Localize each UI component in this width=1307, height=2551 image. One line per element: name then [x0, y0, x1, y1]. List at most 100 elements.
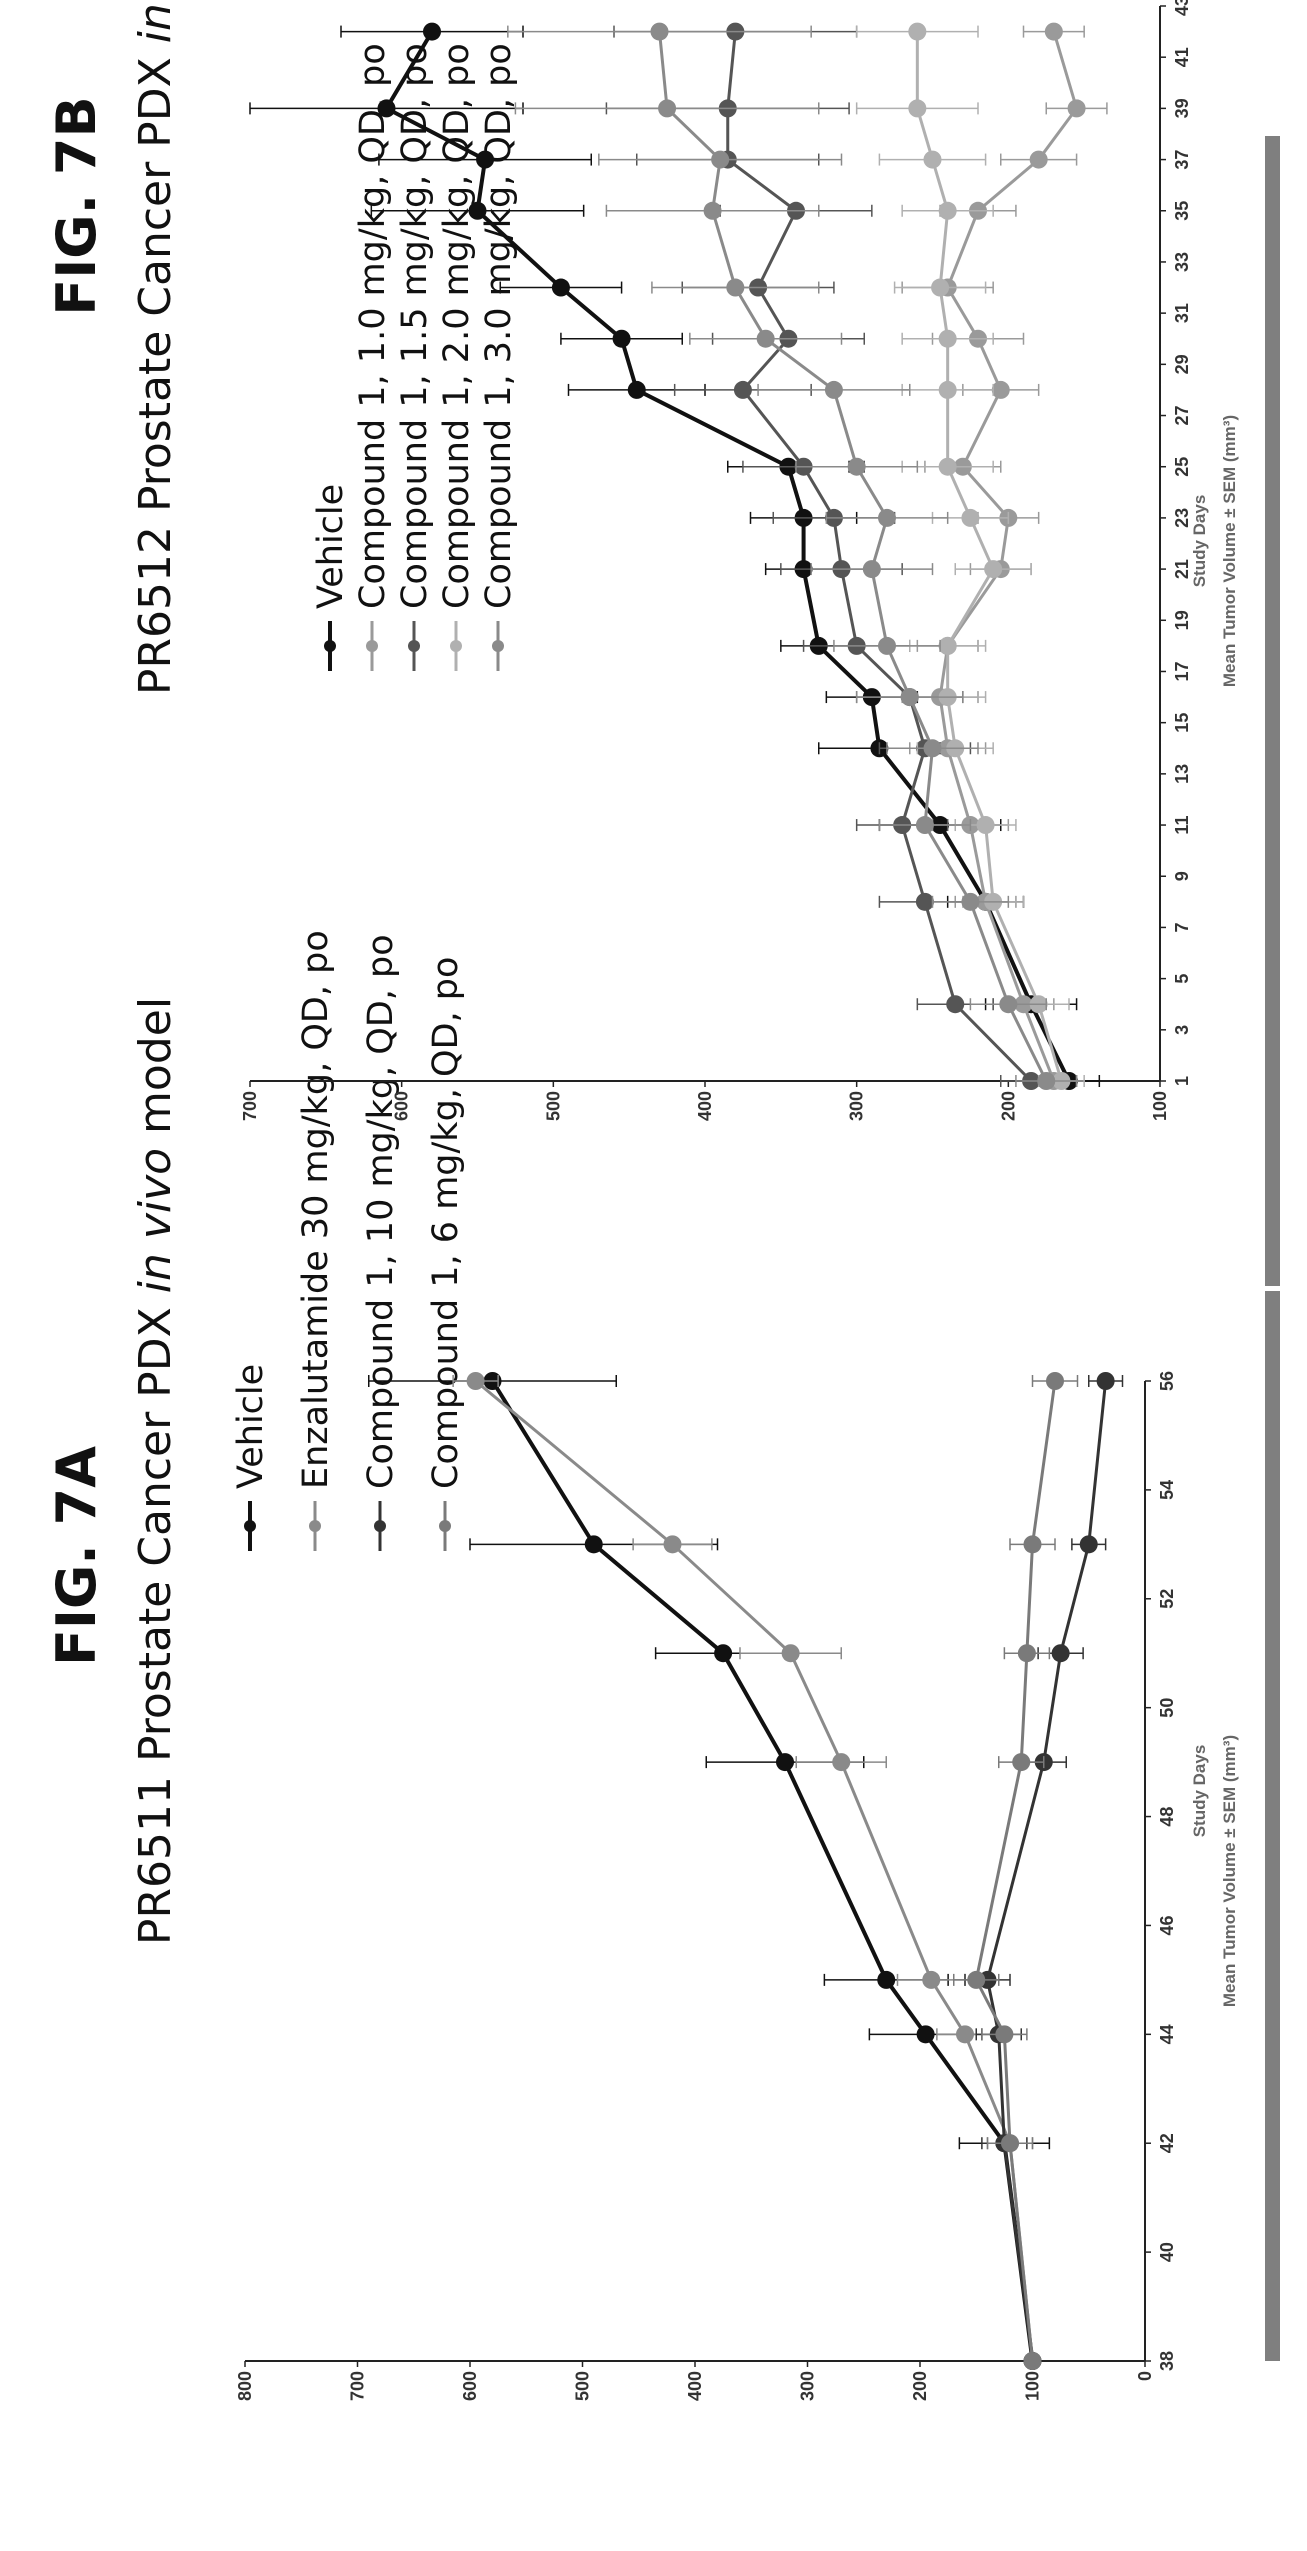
figure-7b-x-tick-label: 25: [1172, 457, 1192, 477]
figure-7a-y-tick-label: 300: [798, 2371, 818, 2401]
figure-7b-label: FIG. 7B: [45, 96, 108, 315]
figure-7b-x-tick-label: 33: [1172, 252, 1192, 272]
figure-7b-y-tick-label: 700: [240, 1091, 260, 1121]
figure-7b-data-point: [938, 636, 957, 655]
figure-7b-x-tick-label: 41: [1172, 47, 1192, 67]
figure-7b: FIG. 7B PR6512 Prostate Cancer PDX in vi…: [45, 0, 1280, 1286]
figure-7b-series-c15: [605, 22, 1063, 1090]
figure-7b-data-point: [908, 22, 927, 41]
figure-7b-y-tick-label: 100: [1150, 1091, 1170, 1121]
figure-7a: FIG. 7A PR6511 Prostate Cancer PDX in vi…: [45, 930, 1280, 2401]
figure-7a-data-point: [781, 1644, 800, 1663]
figure-7a-legend-label: Enzalutamide 30 mg/kg, QD, po: [296, 930, 336, 1489]
figure-7a-x-tick-label: 40: [1157, 2242, 1177, 2262]
figure-7b-data-point: [915, 816, 934, 835]
figure-7a-series-vehicle: [368, 1372, 1051, 2370]
figure-7b-x-tick-label: 27: [1172, 406, 1192, 426]
figure-7b-y-tick-label: 300: [847, 1091, 867, 1121]
figure-7b-data-point: [984, 560, 1003, 579]
figure-7b-x-tick-label: 17: [1172, 661, 1192, 681]
figure-7b-data-point: [908, 99, 927, 118]
figure-7b-bottom-bar: [1265, 136, 1280, 1286]
figure-7a-data-point: [1001, 2134, 1019, 2153]
figure-7a-series-enzalutamide: [452, 1372, 1042, 2370]
figure-7b-legend-marker: [450, 640, 462, 652]
figure-7b-data-point: [476, 150, 495, 169]
figure-7b-data-point: [711, 150, 730, 169]
figure-7b-x-tick-label: 21: [1172, 559, 1192, 579]
figure-7a-legend-marker: [244, 1520, 256, 1532]
figure-7b-data-point: [915, 892, 934, 911]
figure-7b-series-c20: [855, 22, 1085, 1090]
figure-7b-x-tick-label: 35: [1172, 201, 1192, 221]
figure-7b-x-tick-label: 39: [1172, 98, 1192, 118]
figure-7b-data-point: [650, 22, 669, 41]
figure-7a-data-point: [1012, 1753, 1031, 1772]
figure-7b-x-tick-label: 37: [1172, 150, 1192, 170]
figure-7b-data-point: [658, 99, 677, 118]
figure-7a-plot: 38 40 42 44 46 48 50 52 54 56 0 100 200 300 400 500 600 7…: [235, 1371, 1177, 2401]
figure-7b-series-c30: [507, 22, 1078, 1090]
figure-7a-x-tick-label: 54: [1157, 1480, 1177, 1500]
figure-7b-data-point: [961, 508, 980, 527]
figure-7b-legend-label: Compound 1, 3.0 mg/kg, QD, po: [479, 43, 519, 609]
figure-7b-data-point: [900, 688, 919, 707]
figure-7a-data-point: [1023, 2352, 1042, 2370]
figure-7b-x-tick-label: 31: [1172, 303, 1192, 323]
figure-7a-data-point: [776, 1753, 794, 1772]
figure-7b-data-point: [847, 457, 866, 476]
figure-7b-data-point: [468, 201, 487, 220]
figure-7b-data-point: [1037, 1072, 1056, 1090]
figure-7b-series-line: [726, 31, 1033, 1083]
figure-7a-legend-marker: [374, 1520, 386, 1532]
figure-7b-legend-label: Compound 1, 1.0 mg/kg, QD, po: [353, 43, 393, 609]
figure-7b-legend-marker: [324, 640, 336, 652]
figure-7b-x-tick-label: 19: [1172, 610, 1192, 630]
figure-7a-series-line: [985, 1380, 1108, 2362]
figure-7b-x-tick-label: 5: [1172, 974, 1192, 984]
figure-7b-legend-label: Vehicle: [311, 484, 351, 609]
figure-7b-x-axis-label: Study Days: [1190, 495, 1209, 588]
figure-7b-data-point: [999, 995, 1018, 1014]
figure-7a-series-line: [490, 1379, 1035, 2362]
figure-7b-data-point: [946, 995, 965, 1014]
figure-7a-data-point: [832, 1753, 851, 1772]
figure-7b-y-tick-label: 500: [543, 1091, 563, 1121]
figure-7a-data-point: [1017, 1644, 1036, 1663]
figure-7b-data-point: [551, 278, 570, 297]
figure-7a-x-tick-label: 52: [1157, 1589, 1177, 1609]
figure-7b-y-tick-label: 400: [695, 1091, 715, 1121]
figure-7a-legend-marker: [439, 1520, 451, 1532]
figure-7a-y-axis-label: Mean Tumor Volume ± SEM (mm³): [1220, 1735, 1239, 2007]
figure-7a-y-tick-label: 700: [348, 2371, 368, 2401]
figure-7b-data-point: [923, 739, 942, 758]
figure-7b-data-point: [878, 508, 896, 527]
figure-7a-data-point: [663, 1535, 682, 1554]
figure-7b-data-point: [1044, 22, 1063, 41]
figure-7a-data-point: [1079, 1535, 1098, 1554]
figure-7a-title: PR6511 Prostate Cancer PDX in vivo model: [130, 997, 181, 1945]
figure-7b-data-point: [938, 457, 957, 476]
figure-7b-data-point: [961, 892, 980, 911]
figure-7b-data-point: [1029, 150, 1048, 169]
figure-7b-legend: Vehicle Compound 1, 1.0 mg/kg, QD, po Comp…: [311, 43, 519, 671]
figure-7b-x-tick-label: 9: [1172, 871, 1192, 881]
figure-7b-data-point: [938, 380, 957, 399]
figure-7b-x-tick-label: 23: [1172, 508, 1192, 528]
figure-7b-data-point: [612, 329, 631, 348]
figure-7a-y-tick-label: 0: [1135, 2371, 1155, 2381]
figure-7b-plot: 1357911131517192123252729313335373941431…: [240, 0, 1192, 1121]
figure-7a-data-point: [466, 1372, 485, 1390]
figure-7a-series-cmpd10: [964, 1372, 1124, 2370]
figure-7b-data-point: [726, 278, 745, 297]
figure-7b-data-point: [931, 278, 950, 297]
figure-7b-x-tick-label: 1: [1172, 1076, 1192, 1086]
figure-7b-series-line: [938, 31, 1079, 1082]
figure-7b-data-point: [878, 636, 896, 655]
figure-7b-legend-marker: [492, 640, 504, 652]
figure-7a-data-point: [1023, 1535, 1042, 1554]
figure-7b-data-point: [627, 380, 646, 399]
figure-7a-x-axis-label: Study Days: [1190, 1745, 1209, 1838]
figure-7b-legend-label: Compound 1, 1.5 mg/kg, QD, po: [395, 43, 435, 609]
